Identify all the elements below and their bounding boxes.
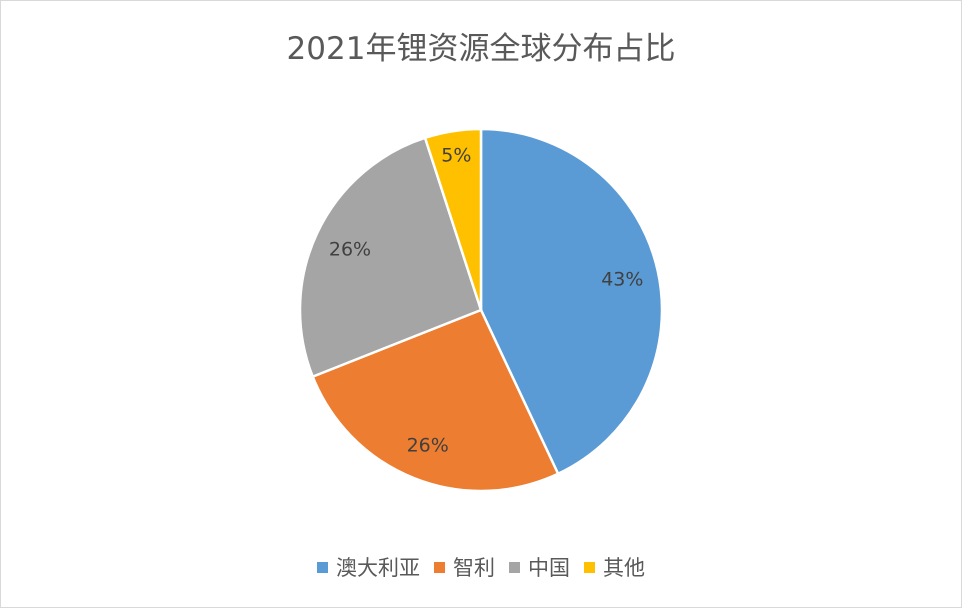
legend-swatch bbox=[434, 561, 445, 573]
legend-label: 中国 bbox=[528, 556, 570, 580]
legend-item: 澳大利亚 bbox=[317, 552, 420, 582]
pie-slice-0 bbox=[479, 127, 664, 476]
data-label-0: 43% bbox=[601, 268, 643, 290]
legend-item: 中国 bbox=[509, 552, 570, 582]
legend-swatch bbox=[317, 561, 328, 573]
legend-item: 智利 bbox=[434, 552, 495, 582]
data-label-2: 26% bbox=[329, 238, 371, 260]
pie-slice-2 bbox=[298, 136, 483, 379]
pie-slice-1 bbox=[311, 308, 560, 493]
legend-item: 其他 bbox=[584, 552, 645, 582]
chart-title: 2021年锂资源全球分布占比 bbox=[286, 31, 676, 67]
data-label-3: 5% bbox=[441, 144, 471, 166]
legend-swatch bbox=[509, 561, 520, 573]
legend: 澳大利亚 智利 中国 其他 bbox=[0, 552, 962, 582]
pie-slice-3 bbox=[423, 127, 483, 311]
data-label-1: 26% bbox=[407, 435, 449, 457]
legend-swatch bbox=[584, 561, 595, 573]
legend-label: 其他 bbox=[603, 556, 645, 580]
legend-label: 澳大利亚 bbox=[336, 556, 420, 580]
legend-label: 智利 bbox=[453, 556, 495, 580]
